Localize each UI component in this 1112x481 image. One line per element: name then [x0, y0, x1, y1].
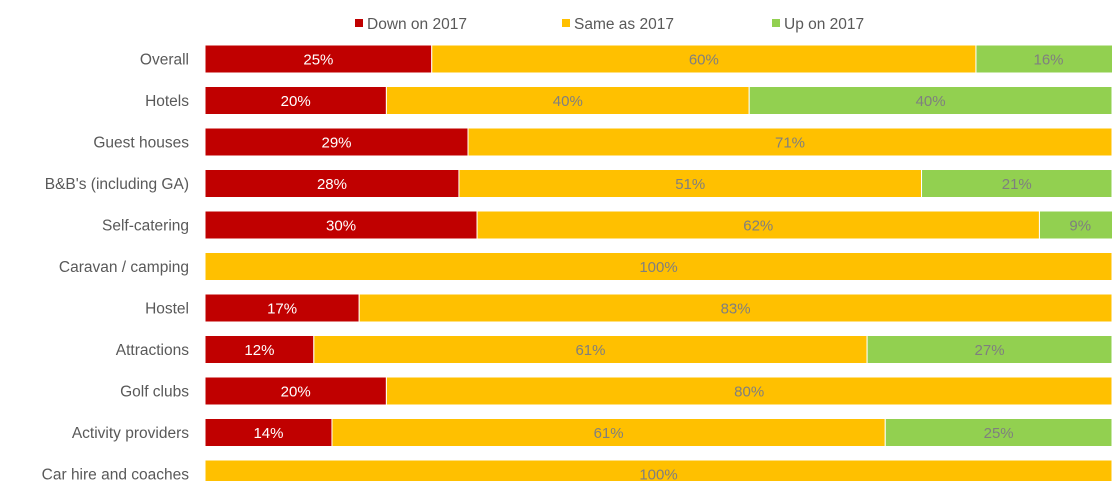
bar-hotels-down-on-2017 [204, 86, 387, 115]
data-label-activity-providers-same-as-2017: 61% [594, 425, 624, 442]
category-label-overall: Overall [140, 52, 189, 69]
legend: Down on 2017 Same as 2017 Up on 2017 [355, 16, 864, 33]
data-label-self-catering-up-on-2017: 9% [1069, 218, 1091, 235]
data-label-hostel-down-on-2017: 17% [267, 301, 297, 318]
data-label-hotels-down-on-2017: 20% [281, 93, 311, 110]
bar-self-catering-up-on-2017 [1038, 210, 1112, 240]
bar-attractions-same-as-2017 [313, 335, 868, 364]
category-label-guest-houses: Guest houses [93, 135, 189, 152]
bar-self-catering-down-on-2017 [204, 210, 478, 240]
bar-hostel-same-as-2017 [358, 293, 1112, 323]
category-label-b-b-s-including-ga: B&B's (including GA) [45, 176, 189, 193]
bar-overall-down-on-2017 [204, 44, 433, 74]
bars [204, 44, 1112, 481]
data-label-overall-up-on-2017: 16% [1033, 52, 1063, 69]
data-label-attractions-same-as-2017: 61% [575, 342, 605, 359]
category-label-hostel: Hostel [145, 301, 189, 318]
data-label-b-b-s-including-ga-up-on-2017: 21% [1002, 176, 1032, 193]
data-label-b-b-s-including-ga-down-on-2017: 28% [317, 176, 347, 193]
bar-b-b-s-including-ga-same-as-2017 [458, 169, 923, 198]
category-label-caravan-camping: Caravan / camping [59, 259, 189, 276]
bar-overall-up-on-2017 [975, 44, 1112, 74]
bar-b-b-s-including-ga-down-on-2017 [204, 169, 460, 198]
category-axis-labels: Overall Hotels Guest houses B&B's (includin… [42, 52, 190, 481]
bar-car-hire-and-coaches-same-as-2017 [204, 459, 1112, 481]
bar-golf-clubs-down-on-2017 [204, 376, 387, 406]
category-label-self-catering: Self-catering [102, 218, 189, 235]
data-label-self-catering-same-as-2017: 62% [743, 218, 773, 235]
bar-hostel-down-on-2017 [204, 293, 360, 323]
data-label-self-catering-down-on-2017: 30% [326, 218, 356, 235]
data-label-caravan-camping-same-as-2017: 100% [639, 259, 677, 276]
data-label-hostel-same-as-2017: 83% [721, 301, 751, 318]
bar-attractions-up-on-2017 [866, 335, 1112, 364]
data-label-attractions-down-on-2017: 12% [244, 342, 274, 359]
data-label-guest-houses-same-as-2017: 71% [775, 135, 805, 152]
data-labels: 25% 60% 16% 20% 40% 40% 29% 71% 28% 51% 21% 30% 62% 9… [244, 52, 1091, 481]
data-label-hotels-up-on-2017: 40% [916, 93, 946, 110]
legend-label-down-on-2017: Down on 2017 [367, 16, 467, 33]
bar-hotels-up-on-2017 [748, 86, 1112, 115]
bar-overall-same-as-2017 [431, 44, 977, 74]
bar-golf-clubs-same-as-2017 [385, 376, 1112, 406]
data-label-car-hire-and-coaches-same-as-2017: 100% [639, 467, 677, 481]
bar-activity-providers-same-as-2017 [331, 418, 886, 447]
data-label-activity-providers-down-on-2017: 14% [253, 425, 283, 442]
category-label-golf-clubs: Golf clubs [120, 384, 189, 401]
data-label-overall-down-on-2017: 25% [303, 52, 333, 69]
data-label-golf-clubs-same-as-2017: 80% [734, 384, 764, 401]
category-label-activity-providers: Activity providers [72, 425, 189, 442]
legend-swatch-down-on-2017 [355, 19, 363, 27]
bar-b-b-s-including-ga-up-on-2017 [921, 169, 1112, 198]
data-label-b-b-s-including-ga-same-as-2017: 51% [675, 176, 705, 193]
bar-hotels-same-as-2017 [385, 86, 750, 115]
bar-attractions-down-on-2017 [204, 335, 315, 364]
legend-label-same-as-2017: Same as 2017 [574, 16, 674, 33]
data-label-hotels-same-as-2017: 40% [553, 93, 583, 110]
data-label-activity-providers-up-on-2017: 25% [984, 425, 1014, 442]
legend-label-up-on-2017: Up on 2017 [784, 16, 864, 33]
bar-activity-providers-down-on-2017 [204, 418, 333, 447]
category-label-car-hire-and-coaches: Car hire and coaches [42, 467, 190, 481]
data-label-guest-houses-down-on-2017: 29% [321, 135, 351, 152]
bar-guest-houses-same-as-2017 [467, 127, 1112, 157]
data-label-golf-clubs-down-on-2017: 20% [281, 384, 311, 401]
bar-self-catering-same-as-2017 [476, 210, 1040, 240]
data-label-attractions-up-on-2017: 27% [975, 342, 1005, 359]
legend-swatch-same-as-2017 [562, 19, 570, 27]
data-label-overall-same-as-2017: 60% [689, 52, 719, 69]
bar-caravan-camping-same-as-2017 [204, 252, 1112, 281]
legend-swatch-up-on-2017 [772, 19, 780, 27]
category-label-hotels: Hotels [145, 93, 189, 110]
bar-activity-providers-up-on-2017 [884, 418, 1112, 447]
category-label-attractions: Attractions [116, 342, 189, 359]
